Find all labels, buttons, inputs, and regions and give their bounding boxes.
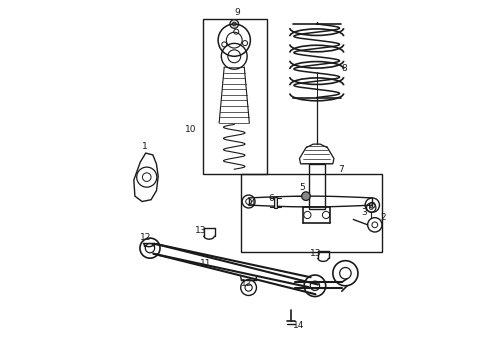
Text: 6: 6 xyxy=(268,194,274,203)
Text: 2: 2 xyxy=(381,213,386,222)
Bar xyxy=(203,19,267,174)
Text: 11: 11 xyxy=(200,259,211,268)
Text: 4: 4 xyxy=(249,199,255,208)
Circle shape xyxy=(230,20,239,28)
Text: 7: 7 xyxy=(338,165,344,174)
Text: 5: 5 xyxy=(299,183,305,192)
Text: 13: 13 xyxy=(195,226,206,235)
Text: 1: 1 xyxy=(143,142,148,151)
Circle shape xyxy=(302,192,310,201)
Text: 8: 8 xyxy=(341,64,347,73)
Text: 12: 12 xyxy=(140,233,151,242)
Bar xyxy=(309,164,324,209)
Bar xyxy=(274,197,276,208)
Text: 9: 9 xyxy=(234,8,240,17)
Text: 13: 13 xyxy=(310,249,321,258)
Text: 3: 3 xyxy=(361,208,367,217)
Text: 12: 12 xyxy=(241,279,252,288)
Text: 14: 14 xyxy=(294,321,305,330)
Bar xyxy=(241,174,382,252)
Text: 10: 10 xyxy=(185,125,196,134)
